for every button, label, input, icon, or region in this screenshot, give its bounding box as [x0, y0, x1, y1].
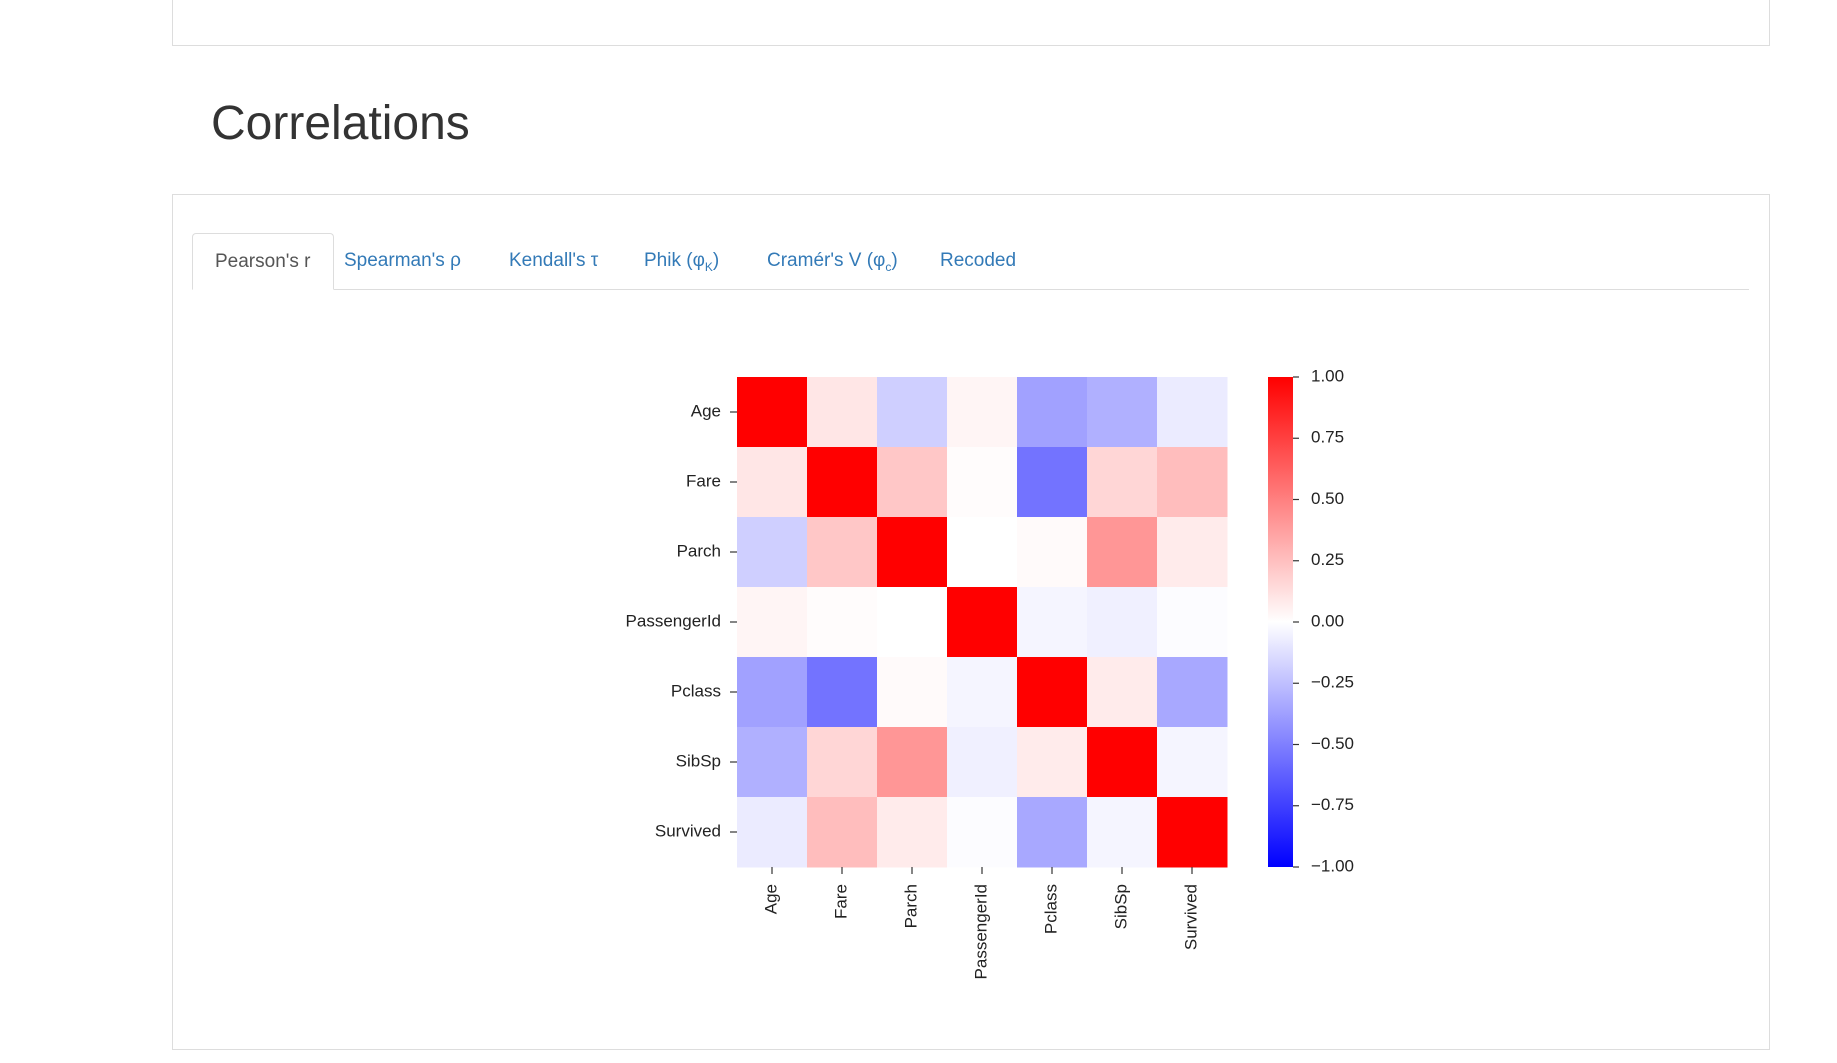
- x-tick-label: SibSp: [1111, 884, 1130, 929]
- heatmap-cell: [1157, 657, 1228, 728]
- heatmap-cell: [947, 797, 1018, 868]
- heatmap-cell: [737, 447, 808, 518]
- tab[interactable]: Pearson's r: [192, 233, 334, 290]
- tab-label: Spearman's ρ: [344, 250, 461, 271]
- heatmap-cell: [947, 447, 1018, 518]
- y-tick-label: PassengerId: [626, 611, 721, 630]
- tab-sub: c: [885, 259, 892, 274]
- heatmap-cell: [1017, 517, 1088, 588]
- colorbar-tick-label: 1.00: [1311, 366, 1344, 385]
- heatmap-cell: [737, 587, 808, 658]
- heatmap-cell: [1157, 447, 1228, 518]
- heatmap-cell: [737, 657, 808, 728]
- heatmap-cell: [1157, 517, 1228, 588]
- heatmap-cell: [807, 657, 878, 728]
- tab-bar: Pearson's r Spearman's ρ Kendall's τ Phik (…: [192, 233, 1749, 290]
- heatmap-cell: [1087, 447, 1158, 518]
- y-tick-label: Age: [691, 401, 721, 420]
- tab-label: Cramér's V (φ: [767, 250, 886, 271]
- heatmap-cell: [877, 587, 948, 658]
- heatmap-cell: [1017, 377, 1088, 448]
- tab-end: ): [891, 250, 898, 271]
- heatmap-cell: [1087, 377, 1158, 448]
- section-title: Correlations: [211, 97, 470, 150]
- heatmap-cell: [1087, 727, 1158, 798]
- colorbar-tick-label: −0.50: [1311, 734, 1354, 753]
- x-tick-label: Survived: [1181, 884, 1200, 950]
- tab-label: Kendall's τ: [509, 250, 599, 271]
- heatmap-cell: [807, 517, 878, 588]
- heatmap-cell: [1087, 587, 1158, 658]
- heatmap-cell: [877, 377, 948, 448]
- heatmap-cell: [947, 587, 1018, 658]
- heatmap-cell: [1017, 657, 1088, 728]
- tab-end: ): [712, 250, 720, 271]
- tab[interactable]: Recoded: [918, 233, 1038, 289]
- heatmap-cell: [807, 447, 878, 518]
- x-tick-label: Fare: [831, 884, 850, 919]
- tab-label: Pearson's r: [215, 251, 311, 272]
- heatmap-cell: [877, 727, 948, 798]
- x-tick-label: PassengerId: [971, 884, 990, 979]
- heatmap-cell: [947, 517, 1018, 588]
- tab-label: Recoded: [940, 250, 1017, 271]
- heatmap-cell: [1017, 797, 1088, 868]
- heatmap-cell: [1017, 447, 1088, 518]
- heatmap-cell: [1017, 727, 1088, 798]
- tab[interactable]: Phik (φK): [622, 233, 741, 289]
- colorbar-tick-label: −0.25: [1311, 673, 1354, 692]
- heatmap-cell: [1157, 377, 1228, 448]
- tab-label: Phik (φ: [644, 250, 705, 271]
- colorbar-tick-label: 0.25: [1311, 550, 1344, 569]
- heatmap-cell: [807, 727, 878, 798]
- heatmap-cell: [1087, 517, 1158, 588]
- heatmap-cell: [1087, 657, 1158, 728]
- tab[interactable]: Cramér's V (φc): [745, 233, 920, 289]
- y-tick-label: Parch: [677, 541, 721, 560]
- colorbar: [1268, 377, 1293, 867]
- colorbar-tick-label: 0.75: [1311, 428, 1344, 447]
- colorbar-tick-label: −0.75: [1311, 795, 1354, 814]
- heatmap-cell: [877, 797, 948, 868]
- y-tick-label: Fare: [686, 471, 721, 490]
- heatmap-cell: [1157, 797, 1228, 868]
- heatmap-cell: [1017, 587, 1088, 658]
- x-tick-label: Age: [761, 884, 780, 914]
- tab[interactable]: Spearman's ρ: [322, 233, 483, 289]
- heatmap-cell: [737, 517, 808, 588]
- heatmap-cell: [947, 727, 1018, 798]
- heatmap-cell: [737, 727, 808, 798]
- tab-sub: K: [704, 259, 713, 274]
- x-tick-label: Parch: [901, 884, 920, 928]
- heatmap-cell: [877, 447, 948, 518]
- y-tick-label: SibSp: [676, 751, 721, 770]
- y-tick-label: Pclass: [671, 681, 721, 700]
- tab[interactable]: Kendall's τ: [487, 233, 620, 289]
- heatmap-cell: [807, 587, 878, 658]
- heatmap-cell: [1157, 727, 1228, 798]
- heatmap-cell: [877, 657, 948, 728]
- colorbar-tick-label: 0.00: [1311, 611, 1344, 630]
- heatmap-cell: [947, 657, 1018, 728]
- previous-panel: [172, 0, 1770, 46]
- heatmap-cell: [807, 797, 878, 868]
- colorbar-tick-label: 0.50: [1311, 489, 1344, 508]
- colorbar-tick-label: −1.00: [1311, 856, 1354, 875]
- heatmap-cell: [807, 377, 878, 448]
- y-tick-label: Survived: [655, 821, 721, 840]
- heatmap-cell: [737, 377, 808, 448]
- heatmap-cell: [877, 517, 948, 588]
- heatmap-cell: [1087, 797, 1158, 868]
- heatmap-cell: [737, 797, 808, 868]
- correlations-panel: [172, 194, 1770, 1050]
- heatmap-cell: [947, 377, 1018, 448]
- heatmap-cell: [1157, 587, 1228, 658]
- x-tick-label: Pclass: [1041, 884, 1060, 934]
